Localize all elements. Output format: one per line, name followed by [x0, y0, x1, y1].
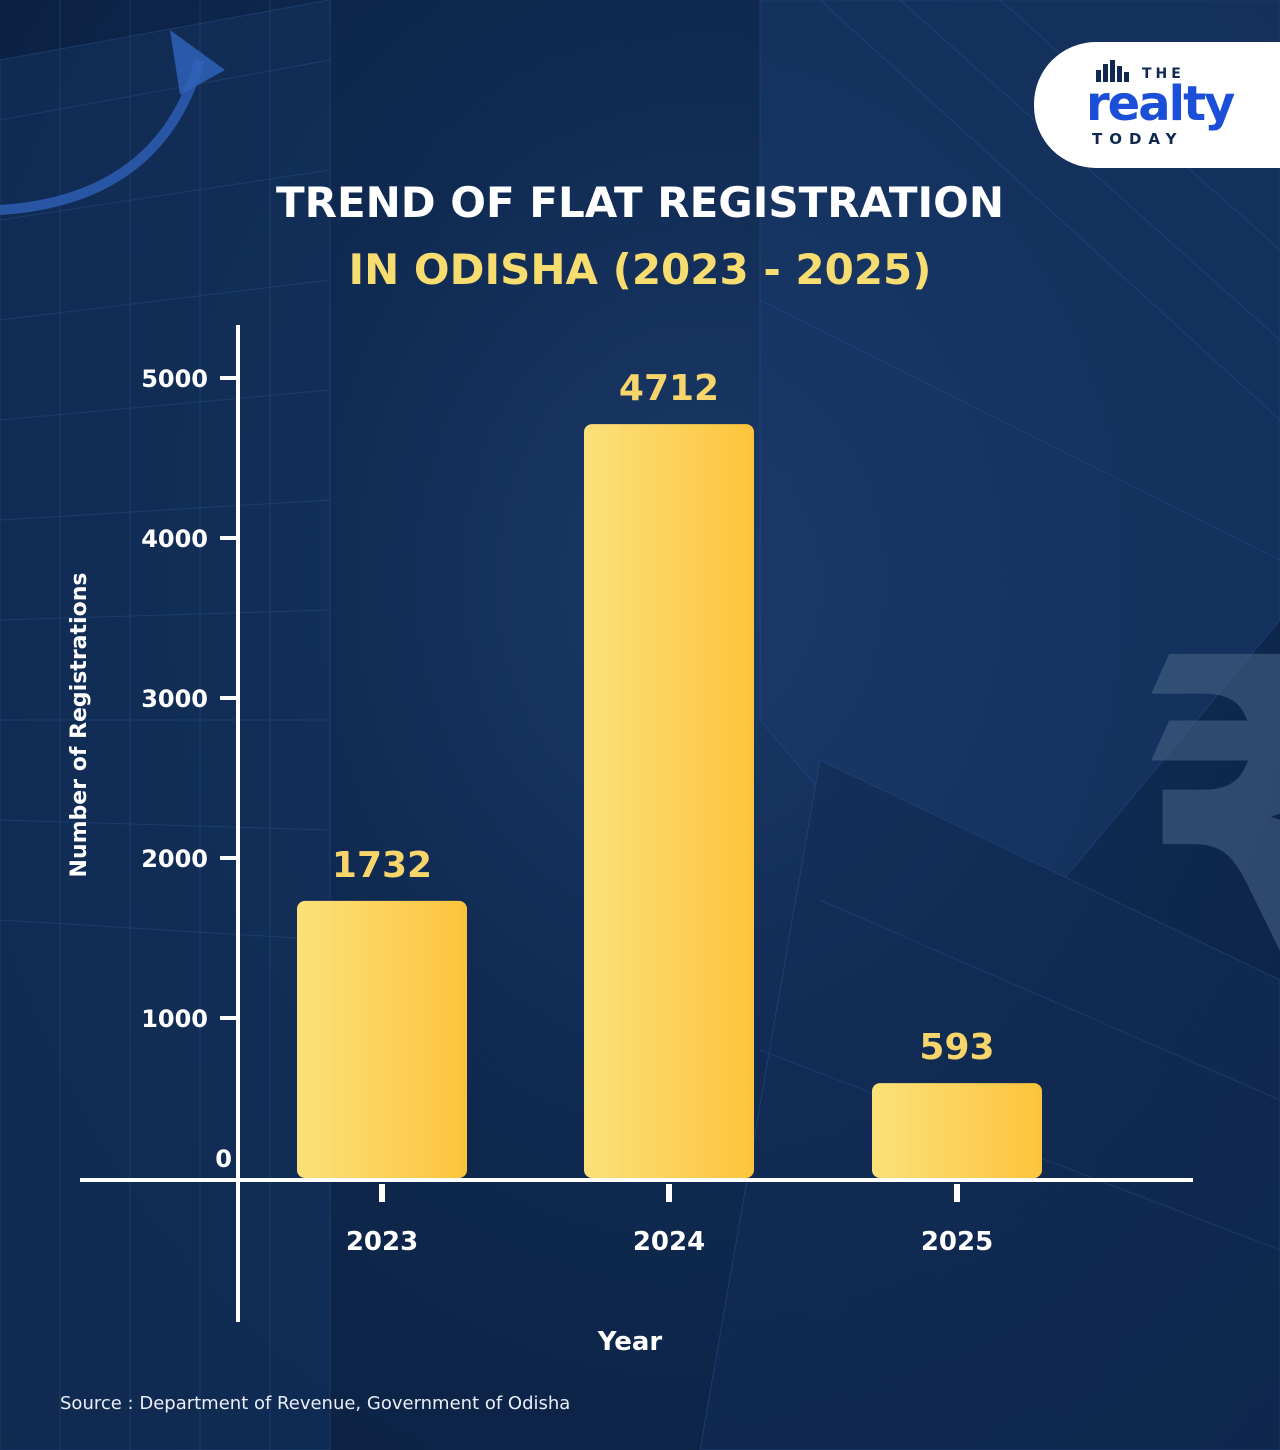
x-axis-title: Year [597, 1327, 663, 1357]
svg-text:₹: ₹ [1130, 571, 1280, 1060]
y-tick-label: 2000 [141, 845, 208, 873]
y-tick-label: 1000 [141, 1005, 208, 1033]
chart-title: TREND OF FLAT REGISTRATION [275, 178, 1005, 227]
brand-logo: THE realty TODAY [1034, 42, 1280, 168]
building-logo-icon [1096, 60, 1129, 82]
bar-2024 [584, 424, 754, 1179]
brand-the: THE [1142, 66, 1185, 82]
data-label: 4712 [619, 368, 719, 409]
source-note: Source : Department of Revenue, Governme… [60, 1393, 571, 1414]
chart-subtitle: IN ODISHA (2023 - 2025) [348, 245, 932, 294]
y-tick-label: 5000 [141, 365, 208, 393]
bar-2025 [872, 1083, 1042, 1178]
x-tick-label: 2025 [921, 1227, 993, 1257]
y-tick-label: 0 [215, 1145, 232, 1173]
y-axis-title: Number of Registrations [67, 573, 92, 878]
y-tick-label: 4000 [141, 525, 208, 553]
y-tick-label: 3000 [141, 685, 208, 713]
data-label: 593 [919, 1027, 994, 1068]
x-tick-label: 2024 [633, 1227, 705, 1257]
data-label: 1732 [332, 845, 432, 886]
brand-name: realty [1086, 76, 1235, 132]
brand-today: TODAY [1092, 130, 1184, 148]
bar-2023 [297, 900, 467, 1178]
x-tick-label: 2023 [346, 1227, 418, 1257]
